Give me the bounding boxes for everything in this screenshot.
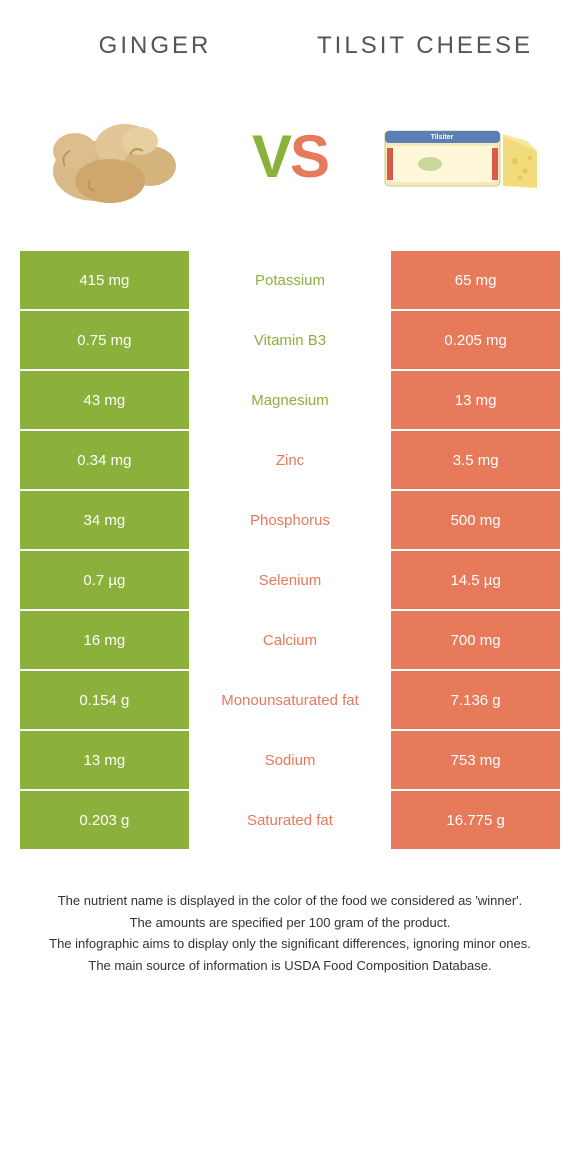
nutrient-label: Vitamin B3 [189,311,392,369]
table-row: 16 mgCalcium700 mg [20,611,560,669]
cheese-image: Tilsiter [370,91,550,221]
nutrient-label: Monounsaturated fat [189,671,392,729]
footer-line2: The amounts are specified per 100 gram o… [30,913,550,933]
footer-line3: The infographic aims to display only the… [30,934,550,954]
nutrient-label: Magnesium [189,371,392,429]
right-value: 65 mg [391,251,560,309]
header-left: GINGER [20,30,290,61]
nutrient-label: Zinc [189,431,392,489]
left-value: 0.154 g [20,671,189,729]
nutrient-label: Calcium [189,611,392,669]
header-right: TILSIT CHEESE [290,30,560,61]
left-value: 0.203 g [20,791,189,849]
nutrient-label: Potassium [189,251,392,309]
left-value: 13 mg [20,731,189,789]
left-value: 0.7 µg [20,551,189,609]
vs-v: V [252,123,290,190]
right-value: 753 mg [391,731,560,789]
svg-text:Tilsiter: Tilsiter [431,134,454,141]
right-value: 16.775 g [391,791,560,849]
left-value: 415 mg [20,251,189,309]
left-value: 34 mg [20,491,189,549]
right-value: 500 mg [391,491,560,549]
nutrient-label: Saturated fat [189,791,392,849]
right-value: 3.5 mg [391,431,560,489]
hero-row: VS Tilsiter [0,71,580,251]
vs-label: VS [252,122,328,191]
table-row: 0.203 gSaturated fat16.775 g [20,791,560,849]
right-value: 700 mg [391,611,560,669]
table-row: 34 mgPhosphorus500 mg [20,491,560,549]
food-right-title: TILSIT CHEESE [290,30,560,61]
table-row: 13 mgSodium753 mg [20,731,560,789]
table-row: 415 mgPotassium65 mg [20,251,560,309]
table-row: 43 mgMagnesium13 mg [20,371,560,429]
right-value: 0.205 mg [391,311,560,369]
food-left-title: GINGER [20,30,290,61]
right-value: 14.5 µg [391,551,560,609]
header: GINGER TILSIT CHEESE [0,0,580,71]
nutrient-label: Sodium [189,731,392,789]
nutrient-label: Phosphorus [189,491,392,549]
cheese-icon: Tilsiter [375,106,545,206]
nutrient-label: Selenium [189,551,392,609]
ginger-image [30,91,210,221]
left-value: 0.75 mg [20,311,189,369]
footer-line4: The main source of information is USDA F… [30,956,550,976]
ginger-icon [35,96,205,216]
footer-line1: The nutrient name is displayed in the co… [30,891,550,911]
table-row: 0.154 gMonounsaturated fat7.136 g [20,671,560,729]
left-value: 0.34 mg [20,431,189,489]
right-value: 13 mg [391,371,560,429]
comparison-table: 415 mgPotassium65 mg0.75 mgVitamin B30.2… [0,251,580,849]
table-row: 0.75 mgVitamin B30.205 mg [20,311,560,369]
vs-s: S [290,123,328,190]
table-row: 0.7 µgSelenium14.5 µg [20,551,560,609]
table-row: 0.34 mgZinc3.5 mg [20,431,560,489]
left-value: 43 mg [20,371,189,429]
footer-notes: The nutrient name is displayed in the co… [0,851,580,997]
right-value: 7.136 g [391,671,560,729]
left-value: 16 mg [20,611,189,669]
